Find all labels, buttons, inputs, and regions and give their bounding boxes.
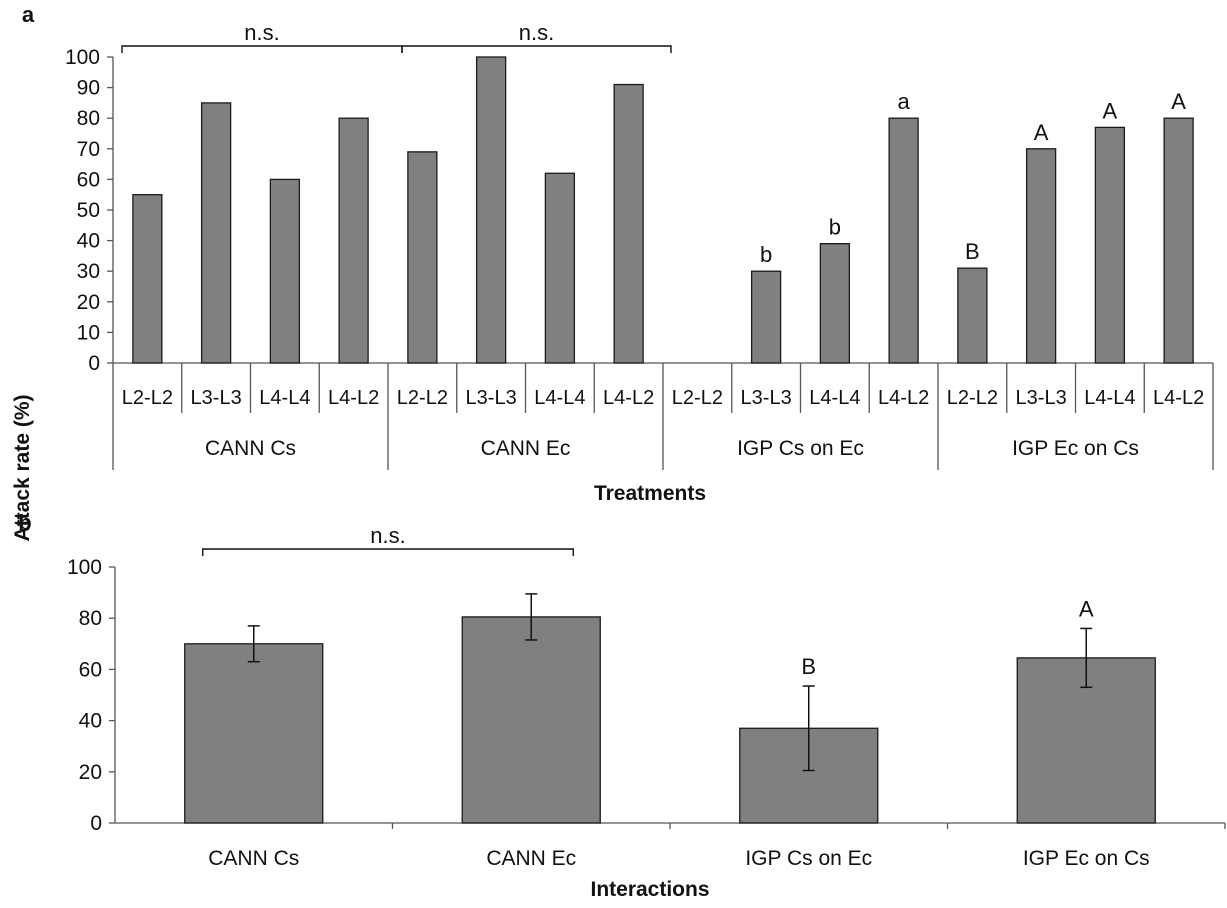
panel-a-category-label: L4-L4	[534, 387, 585, 409]
panel-a-y-tick-label: 70	[77, 138, 100, 161]
panel-a-group-label: CANN Ec	[481, 437, 571, 460]
panel-a-category-label: L2-L2	[947, 387, 998, 409]
panel-b-significance-letter: A	[1079, 596, 1094, 621]
panel-b-category-label: CANN Ec	[486, 847, 576, 870]
panel-a-category-label: L4-L2	[878, 387, 929, 409]
panel-b-category-label: IGP Cs on Ec	[745, 847, 872, 870]
panel-a-category-label: L4-L2	[1153, 387, 1204, 409]
panel-a-y-tick-label: 50	[77, 199, 100, 222]
panel-a-bracket	[401, 45, 672, 53]
panel-a-label: a	[22, 2, 35, 27]
panel-a-y-tick-label: 0	[88, 352, 100, 375]
panel-a-significance-letter: a	[898, 89, 911, 114]
panel-a-bar	[338, 117, 369, 364]
panel-b-bar	[184, 643, 324, 824]
panel-b-y-tick-label: 80	[79, 607, 102, 630]
panel-b-y-tick-label: 60	[79, 658, 102, 681]
panel-b-y-tick-label: 40	[79, 710, 102, 733]
panel-a-category-label: L3-L3	[191, 387, 242, 409]
panel-b-significance-letter: B	[801, 654, 816, 679]
panel-b-bracket	[202, 548, 574, 556]
panel-a-significance-letter: A	[1034, 120, 1049, 145]
panel-a-y-tick-label: 40	[77, 230, 100, 253]
panel-a-bar	[613, 83, 644, 364]
panel-b-bracket-label: n.s.	[370, 523, 405, 548]
panel-a-bar	[269, 178, 301, 364]
panel-a-category-label: L4-L2	[328, 387, 379, 409]
panel-a-bracket-label: n.s.	[244, 20, 279, 45]
panel-a-bracket-label: n.s.	[519, 20, 554, 45]
panel-a-group-label: IGP Cs on Ec	[737, 437, 864, 460]
panel-a-bar	[957, 267, 988, 364]
panel-a-y-tick-label: 80	[77, 107, 100, 130]
panel-b-category-label: IGP Ec on Cs	[1023, 847, 1150, 870]
panel-a-significance-letter: B	[965, 239, 980, 264]
panel-b-y-tick-label: 20	[79, 761, 102, 784]
y-axis-title: Attack rate (%)	[11, 394, 34, 541]
panel-b-category-label: CANN Cs	[208, 847, 299, 870]
panel-b-y-tick-label: 100	[67, 556, 102, 579]
panel-a-category-label: L2-L2	[397, 387, 448, 409]
panel-a-significance-letter: A	[1171, 89, 1186, 114]
panel-a-group-label: IGP Ec on Cs	[1012, 437, 1139, 460]
panel-a-category-label: L4-L4	[1084, 387, 1135, 409]
panel-a-y-tick-label: 100	[65, 46, 100, 69]
panel-a-significance-letter: b	[760, 242, 772, 267]
panel-a-y-tick-label: 60	[77, 168, 100, 191]
panel-a-y-tick-label: 10	[77, 321, 100, 344]
panel-a-y-tick-label: 20	[77, 291, 100, 314]
panel-b-x-title: Interactions	[590, 878, 709, 901]
panel-a-bar	[407, 151, 438, 364]
panel-a-category-label: L3-L3	[466, 387, 517, 409]
panel-b-label: b	[18, 510, 31, 535]
panel-a-bar	[200, 102, 232, 364]
panel-a-bar	[819, 243, 851, 364]
panel-a-category-label: L3-L3	[741, 387, 792, 409]
panel-a-significance-letter: A	[1103, 98, 1118, 123]
panel-a-bar	[888, 117, 919, 364]
panel-a-category-label: L4-L4	[259, 387, 310, 409]
panel-a-bar	[475, 56, 507, 364]
panel-a-x-title: Treatments	[594, 482, 706, 505]
panel-a-bar	[1163, 117, 1194, 364]
panel-a-category-label: L2-L2	[122, 387, 173, 409]
panel-a-category-label: L4-L2	[603, 387, 654, 409]
panel-b-bar	[461, 616, 601, 824]
panel-a-bar	[1094, 126, 1126, 364]
panel-a-bar	[544, 172, 576, 364]
panel-a-category-label: L2-L2	[672, 387, 723, 409]
panel-a-category-label: L4-L4	[809, 387, 860, 409]
panel-a-significance-letter: b	[829, 215, 841, 240]
panel-a-y-tick-label: 90	[77, 77, 100, 100]
panel-a-bar	[750, 270, 782, 364]
panel-a-bar	[1025, 148, 1057, 364]
panel-a-bracket	[121, 45, 403, 53]
panel-a-bar	[132, 194, 163, 364]
panel-a-group-label: CANN Cs	[205, 437, 296, 460]
panel-b-y-tick-label: 0	[90, 812, 102, 835]
panel-a-category-label: L3-L3	[1016, 387, 1067, 409]
panel-a-y-tick-label: 30	[77, 260, 100, 283]
